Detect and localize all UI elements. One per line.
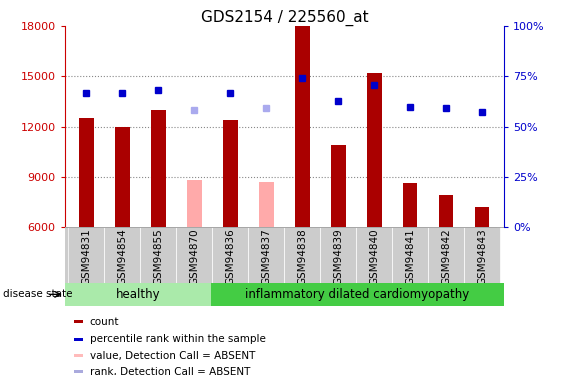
Text: inflammatory dilated cardiomyopathy: inflammatory dilated cardiomyopathy xyxy=(245,288,470,301)
Text: rank, Detection Call = ABSENT: rank, Detection Call = ABSENT xyxy=(90,367,250,375)
Bar xyxy=(74,370,83,373)
Text: GSM94838: GSM94838 xyxy=(297,228,307,285)
Bar xyxy=(140,227,176,283)
Bar xyxy=(176,227,212,283)
Bar xyxy=(284,227,320,283)
Bar xyxy=(151,110,166,227)
Bar xyxy=(403,183,418,227)
Text: value, Detection Call = ABSENT: value, Detection Call = ABSENT xyxy=(90,351,255,360)
Text: GSM94840: GSM94840 xyxy=(369,228,379,285)
Bar xyxy=(259,182,274,227)
Text: GSM94837: GSM94837 xyxy=(261,228,271,285)
Text: percentile rank within the sample: percentile rank within the sample xyxy=(90,334,266,344)
Text: GSM94854: GSM94854 xyxy=(117,228,127,285)
Bar xyxy=(74,320,83,323)
Bar xyxy=(439,195,453,227)
Title: GDS2154 / 225560_at: GDS2154 / 225560_at xyxy=(200,10,368,26)
Bar xyxy=(392,227,428,283)
Text: healthy: healthy xyxy=(115,288,160,301)
Text: disease state: disease state xyxy=(3,290,72,299)
Bar xyxy=(331,145,346,227)
Bar xyxy=(428,227,464,283)
Bar xyxy=(187,180,202,227)
Text: GSM94843: GSM94843 xyxy=(477,228,488,285)
Text: GSM94841: GSM94841 xyxy=(405,228,415,285)
Text: GSM94836: GSM94836 xyxy=(225,228,235,285)
Bar xyxy=(212,227,248,283)
Bar xyxy=(295,26,310,227)
Text: GSM94831: GSM94831 xyxy=(81,228,91,285)
Bar xyxy=(367,73,382,227)
Text: GSM94855: GSM94855 xyxy=(153,228,163,285)
Bar xyxy=(223,120,238,227)
Text: GSM94870: GSM94870 xyxy=(189,228,199,285)
Bar xyxy=(248,227,284,283)
Bar xyxy=(464,227,501,283)
Text: GSM94839: GSM94839 xyxy=(333,228,343,285)
Bar xyxy=(74,354,83,357)
Bar xyxy=(356,227,392,283)
Bar xyxy=(79,118,93,227)
Bar xyxy=(68,227,104,283)
Bar xyxy=(211,283,504,306)
Text: count: count xyxy=(90,317,119,327)
Bar xyxy=(320,227,356,283)
Text: GSM94842: GSM94842 xyxy=(441,228,452,285)
Bar xyxy=(104,227,140,283)
Bar xyxy=(65,283,211,306)
Bar xyxy=(115,127,129,227)
Bar xyxy=(74,338,83,340)
Bar xyxy=(475,207,489,227)
